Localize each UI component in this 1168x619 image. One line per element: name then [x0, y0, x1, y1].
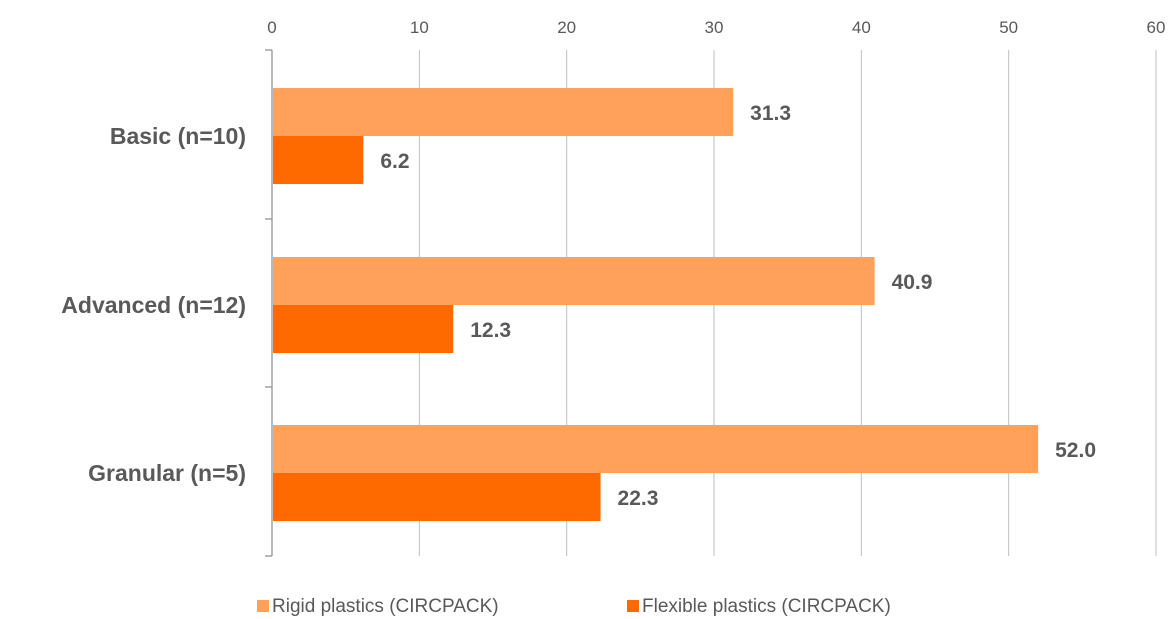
bars — [273, 88, 1039, 521]
legend-label-rigid: Rigid plastics (CIRCPACK) — [272, 596, 499, 617]
bar-rigid-2 — [273, 425, 1039, 473]
legend-swatch-flexible — [627, 600, 639, 612]
x-tick-labels: 0 10 20 30 40 50 60 — [267, 18, 1165, 37]
category-label-0: Basic (n=10) — [110, 123, 246, 149]
data-label-flexible-0: 6.2 — [380, 150, 409, 173]
x-tick-label-20: 20 — [557, 18, 576, 37]
x-tick-label-0: 0 — [267, 18, 276, 37]
legend-label-flexible: Flexible plastics (CIRCPACK) — [642, 596, 891, 617]
x-tick-label-40: 40 — [852, 18, 871, 37]
category-label-1: Advanced (n=12) — [61, 292, 246, 318]
data-label-rigid-1: 40.9 — [892, 271, 933, 294]
bar-flexible-0 — [273, 136, 364, 184]
data-label-flexible-2: 22.3 — [618, 487, 659, 510]
data-label-rigid-2: 52.0 — [1055, 439, 1096, 462]
data-labels: 31.3 6.2 40.9 12.3 52.0 22.3 — [380, 102, 1096, 510]
bar-flexible-2 — [273, 473, 601, 521]
bar-rigid-1 — [273, 257, 875, 305]
data-label-flexible-1: 12.3 — [470, 319, 511, 342]
x-tick-label-50: 50 — [999, 18, 1018, 37]
x-tick-label-10: 10 — [410, 18, 429, 37]
x-tick-label-30: 30 — [705, 18, 724, 37]
legend: Rigid plastics (CIRCPACK) Flexible plasti… — [257, 596, 891, 617]
legend-swatch-rigid — [257, 600, 269, 612]
axis — [265, 49, 273, 557]
data-label-rigid-0: 31.3 — [750, 102, 791, 125]
bar-rigid-0 — [273, 88, 734, 136]
x-tick-label-60: 60 — [1147, 18, 1166, 37]
category-label-2: Granular (n=5) — [88, 460, 246, 486]
bar-flexible-1 — [273, 305, 454, 353]
category-labels: Basic (n=10) Advanced (n=12) Granular (n=5… — [61, 123, 246, 486]
